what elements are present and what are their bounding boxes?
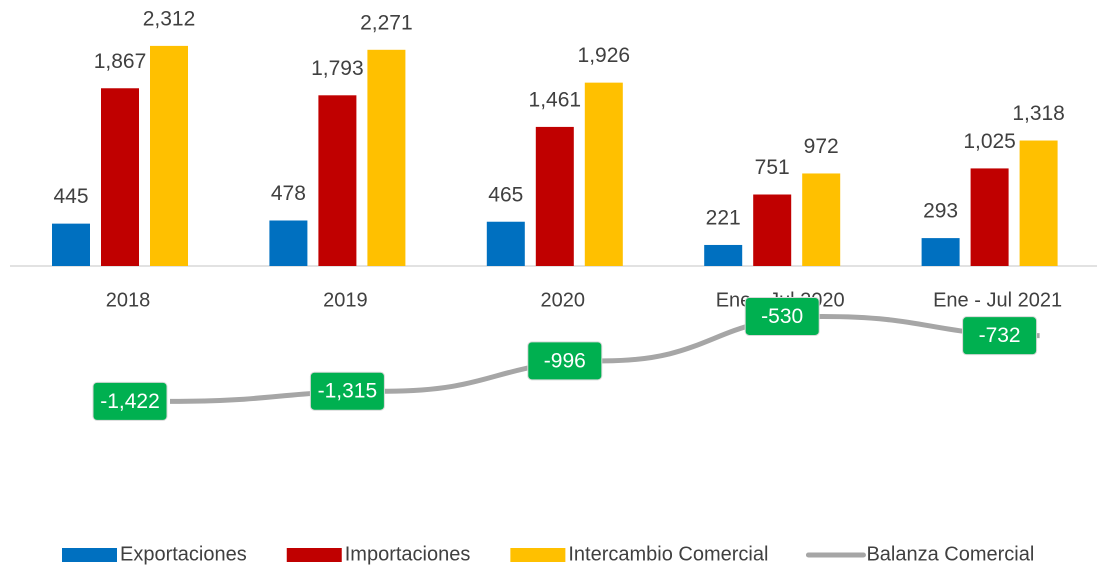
bar bbox=[704, 244, 743, 266]
bar bbox=[584, 82, 623, 266]
data-label: 1,318 bbox=[1012, 102, 1065, 125]
data-label-box bbox=[527, 341, 603, 381]
bar bbox=[535, 126, 574, 266]
x-tick-label: Ene - Jul 2021 bbox=[933, 289, 1062, 311]
bar bbox=[367, 49, 406, 267]
data-label: 293 bbox=[923, 200, 958, 223]
data-label: -1,422 bbox=[100, 390, 160, 413]
bar bbox=[150, 45, 188, 266]
data-label: 445 bbox=[53, 185, 88, 208]
data-label: 2,271 bbox=[360, 11, 413, 34]
data-label: 1,461 bbox=[529, 88, 582, 111]
data-label: 2,312 bbox=[143, 7, 196, 30]
data-label: 1,926 bbox=[578, 44, 631, 67]
data-label: 1,793 bbox=[311, 57, 364, 80]
data-label-box bbox=[962, 316, 1038, 356]
bar bbox=[753, 194, 792, 266]
x-tick-label: 2018 bbox=[106, 289, 151, 311]
legend-swatch bbox=[62, 548, 117, 562]
data-label: -1,315 bbox=[318, 380, 378, 403]
bar bbox=[970, 168, 1009, 266]
bar bbox=[269, 220, 308, 266]
data-label: 465 bbox=[488, 183, 523, 206]
legend-swatch bbox=[510, 548, 566, 562]
data-label-box bbox=[309, 371, 385, 411]
data-label: -996 bbox=[544, 349, 586, 372]
data-label: -732 bbox=[979, 324, 1021, 347]
bar bbox=[52, 223, 90, 266]
data-label: 221 bbox=[706, 207, 741, 230]
data-label-box bbox=[92, 381, 168, 421]
data-label: 751 bbox=[755, 156, 790, 179]
legend-label: Balanza Comercial bbox=[866, 543, 1034, 565]
legend-swatch bbox=[286, 548, 342, 562]
x-tick-label: 2019 bbox=[323, 289, 368, 311]
legend-label: Importaciones bbox=[345, 543, 471, 565]
bar bbox=[318, 95, 357, 266]
data-label: -530 bbox=[761, 305, 803, 328]
bar bbox=[101, 88, 139, 266]
data-label: 972 bbox=[804, 135, 839, 158]
legend-label: Exportaciones bbox=[120, 543, 247, 565]
data-label: 1,867 bbox=[94, 50, 147, 73]
x-tick-label: 2020 bbox=[541, 289, 586, 311]
data-label-box bbox=[744, 296, 820, 336]
legend-label: Intercambio Comercial bbox=[568, 543, 768, 565]
bar bbox=[802, 173, 841, 266]
bar bbox=[486, 221, 525, 266]
data-label: 1,025 bbox=[963, 130, 1016, 153]
line bbox=[169, 313, 1040, 404]
bar bbox=[1019, 140, 1058, 266]
data-label: 478 bbox=[271, 182, 306, 205]
bar bbox=[921, 238, 960, 266]
